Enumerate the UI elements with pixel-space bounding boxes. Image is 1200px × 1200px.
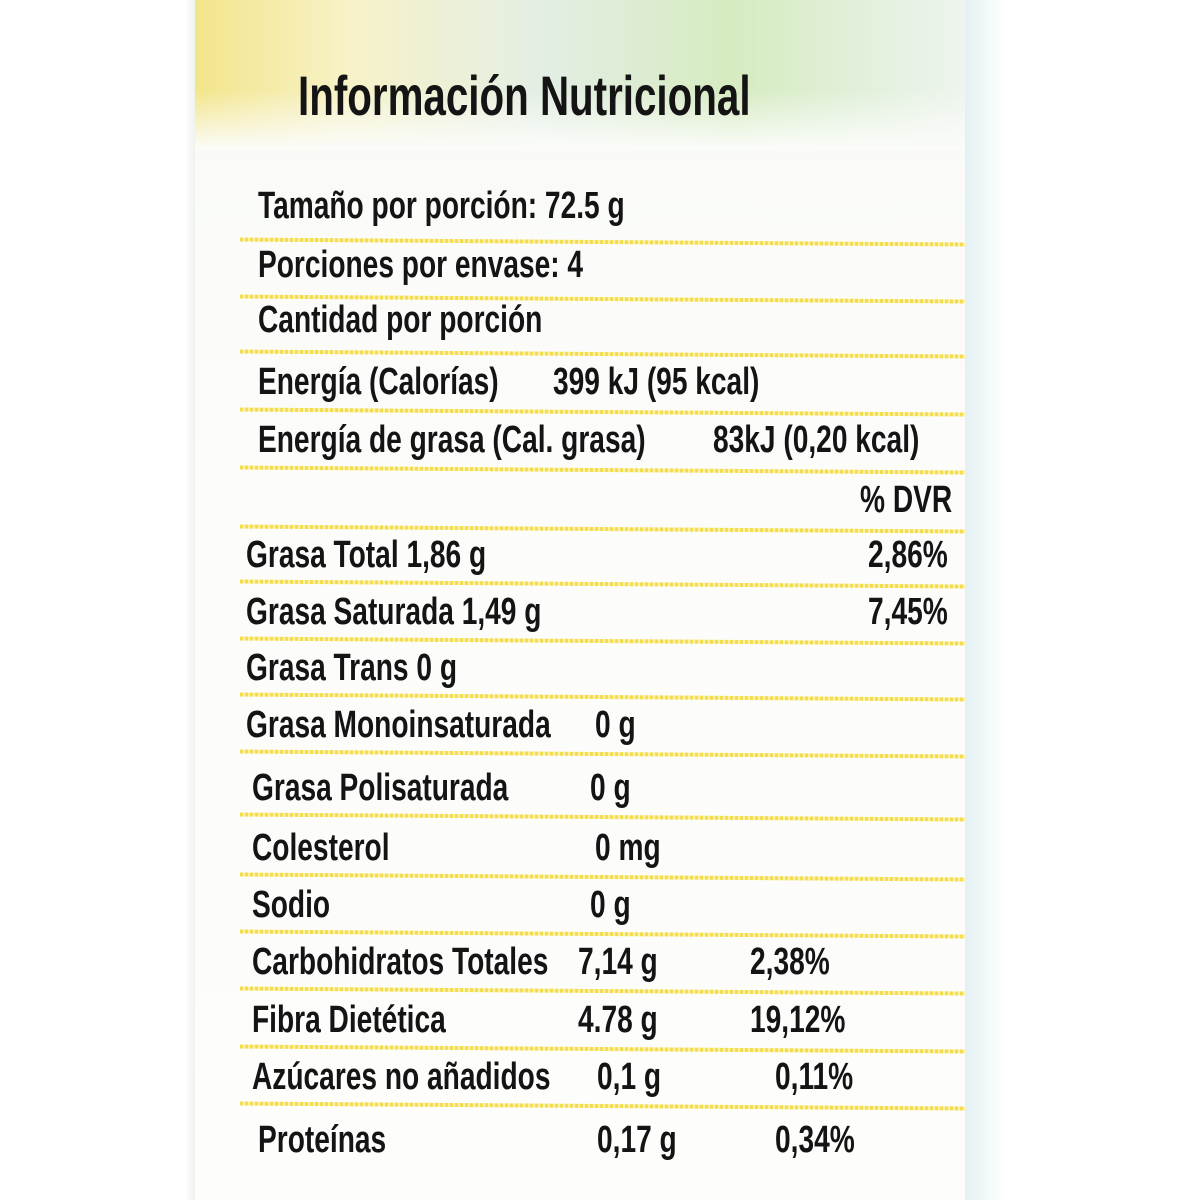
nutrient-amount: 0 g xyxy=(595,704,636,746)
energy-fat-value: 83kJ (0,20 kcal) xyxy=(713,419,920,461)
nutrient-amount: 0 g xyxy=(590,767,631,809)
nutrient-dvr: 2,38% xyxy=(750,941,830,983)
energy-value: 399 kJ (95 kcal) xyxy=(553,361,760,403)
nutrient-amount: 7,14 g xyxy=(578,941,658,983)
nutrient-label: Sodio xyxy=(252,884,331,926)
nutrition-label xyxy=(195,0,965,1200)
nutrient-label: Fibra Dietética xyxy=(252,999,446,1041)
nutrient-amount: 4.78 g xyxy=(578,999,658,1041)
nutrient-label: Grasa Total 1,86 g xyxy=(246,534,487,576)
nutrient-label: Proteínas xyxy=(258,1119,387,1161)
nutrient-amount: 0,17 g xyxy=(597,1119,677,1161)
energy-fat-label: Energía de grasa (Cal. grasa) xyxy=(258,419,646,461)
servings-per-container: Porciones por envase: 4 xyxy=(258,244,584,286)
nutrient-dvr: 7,45% xyxy=(868,591,948,633)
nutrient-amount: 0,1 g xyxy=(597,1056,662,1098)
nutrient-dvr: 19,12% xyxy=(750,999,846,1041)
photo-edge xyxy=(965,0,1005,1200)
nutrient-label: Grasa Saturada 1,49 g xyxy=(246,591,542,633)
nutrient-label: Colesterol xyxy=(252,827,390,869)
nutrient-dvr: 2,86% xyxy=(868,534,948,576)
label-title: Información Nutricional xyxy=(298,64,751,127)
nutrient-dvr: 0,34% xyxy=(775,1119,855,1161)
dvr-header: % DVR xyxy=(860,479,953,521)
nutrient-label: Carbohidratos Totales xyxy=(252,941,549,983)
nutrient-label: Grasa Polisaturada xyxy=(252,767,509,809)
package-artwork xyxy=(195,0,965,150)
serving-size: Tamaño por porción: 72.5 g xyxy=(258,185,625,227)
nutrient-amount: 0 g xyxy=(590,884,631,926)
energy-label: Energía (Calorías) xyxy=(258,361,499,403)
nutrient-amount: 0 mg xyxy=(595,827,661,869)
nutrient-label: Azúcares no añadidos xyxy=(252,1056,551,1098)
nutrient-dvr: 0,11% xyxy=(775,1056,854,1098)
amount-per-serving: Cantidad por porción xyxy=(258,299,543,341)
nutrient-label: Grasa Monoinsaturada xyxy=(246,704,551,746)
nutrient-label: Grasa Trans 0 g xyxy=(246,647,458,689)
